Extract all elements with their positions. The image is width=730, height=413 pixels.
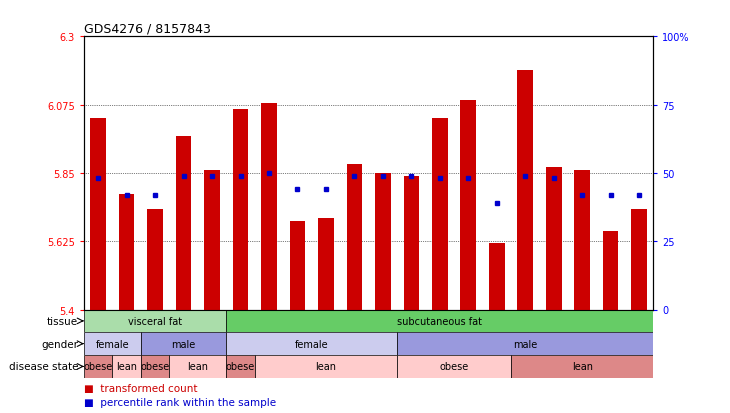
Text: lean: lean <box>572 361 593 372</box>
Bar <box>261 104 277 310</box>
Text: gender: gender <box>42 339 78 349</box>
Bar <box>141 355 169 378</box>
Text: obese: obese <box>226 361 255 372</box>
Bar <box>84 310 226 332</box>
Text: obese: obese <box>83 361 113 372</box>
Bar <box>518 71 533 310</box>
Bar <box>461 101 476 310</box>
Bar <box>432 119 447 310</box>
Bar <box>631 210 647 310</box>
Bar <box>233 110 248 310</box>
Text: male: male <box>513 339 537 349</box>
Bar <box>546 167 561 310</box>
Bar <box>603 231 618 310</box>
Text: female: female <box>295 339 328 349</box>
Text: disease state: disease state <box>9 361 78 372</box>
Bar <box>141 332 226 355</box>
Bar <box>91 119 106 310</box>
Text: visceral fat: visceral fat <box>128 316 182 326</box>
Bar <box>511 355 653 378</box>
Text: lean: lean <box>188 361 208 372</box>
Text: tissue: tissue <box>47 316 78 326</box>
Text: obese: obese <box>439 361 469 372</box>
Bar <box>347 164 362 310</box>
Bar <box>318 219 334 310</box>
Bar <box>375 173 391 310</box>
Bar <box>226 310 653 332</box>
Bar <box>255 355 397 378</box>
Text: obese: obese <box>140 361 170 372</box>
Bar <box>169 355 226 378</box>
Text: lean: lean <box>315 361 337 372</box>
Bar <box>84 332 141 355</box>
Text: lean: lean <box>116 361 137 372</box>
Bar <box>575 171 590 310</box>
Text: ■  percentile rank within the sample: ■ percentile rank within the sample <box>84 397 276 407</box>
Bar <box>84 355 112 378</box>
Text: subcutaneous fat: subcutaneous fat <box>397 316 483 326</box>
Bar <box>119 195 134 310</box>
Text: ■  transformed count: ■ transformed count <box>84 383 197 393</box>
Bar <box>204 171 220 310</box>
Text: GDS4276 / 8157843: GDS4276 / 8157843 <box>84 22 211 35</box>
Bar <box>290 222 305 310</box>
Text: male: male <box>172 339 196 349</box>
Bar <box>226 355 255 378</box>
Bar <box>397 355 511 378</box>
Text: female: female <box>96 339 129 349</box>
Bar <box>397 332 653 355</box>
Bar <box>147 210 163 310</box>
Bar <box>112 355 141 378</box>
Bar <box>404 176 419 310</box>
Bar <box>489 243 504 310</box>
Bar <box>176 137 191 310</box>
Bar <box>226 332 397 355</box>
